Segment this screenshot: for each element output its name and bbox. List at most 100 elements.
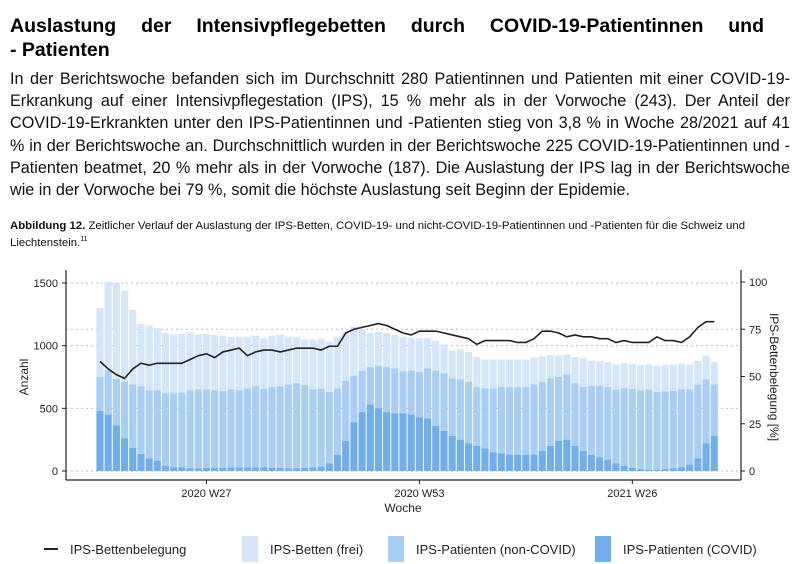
y2-tick-label: 25 bbox=[749, 419, 761, 431]
bar-covid bbox=[260, 467, 268, 471]
bar-free-beds bbox=[202, 333, 211, 390]
bar-free-beds bbox=[505, 359, 514, 388]
y2-tick-label: 0 bbox=[749, 466, 755, 478]
bar-non-covid bbox=[292, 383, 301, 469]
bar-non-covid bbox=[710, 384, 718, 436]
y-tick-label: 1500 bbox=[34, 278, 58, 290]
bar-free-beds bbox=[424, 338, 432, 369]
bar-covid bbox=[595, 457, 604, 471]
bar-free-beds bbox=[153, 328, 161, 391]
bar-covid bbox=[391, 413, 399, 471]
bar-covid bbox=[686, 464, 694, 471]
legend-swatch-covid bbox=[595, 536, 611, 562]
bar-non-covid bbox=[604, 387, 612, 460]
bar-covid bbox=[243, 467, 252, 471]
bar-non-covid bbox=[112, 378, 120, 426]
bar-free-beds bbox=[489, 359, 497, 389]
bar-non-covid bbox=[309, 389, 317, 468]
bar-covid bbox=[514, 454, 522, 471]
bar-non-covid bbox=[669, 390, 677, 469]
bar-non-covid bbox=[235, 390, 243, 468]
bar-free-beds bbox=[514, 359, 522, 388]
bar-stack-group bbox=[96, 281, 718, 471]
bar-covid bbox=[153, 460, 161, 471]
bar-non-covid bbox=[145, 390, 153, 459]
bar-covid bbox=[104, 414, 112, 471]
bar-free-beds bbox=[227, 336, 235, 390]
bar-covid bbox=[710, 435, 718, 471]
bar-covid bbox=[497, 453, 505, 471]
bar-non-covid bbox=[571, 383, 579, 446]
y-tick-label: 500 bbox=[40, 403, 58, 415]
y2-tick-label: 75 bbox=[749, 324, 761, 336]
bar-free-beds bbox=[186, 332, 194, 391]
bar-non-covid bbox=[424, 368, 432, 419]
bar-non-covid bbox=[317, 388, 325, 467]
bar-covid bbox=[268, 467, 276, 471]
bar-non-covid bbox=[333, 388, 342, 455]
bar-covid bbox=[235, 467, 243, 471]
bar-free-beds bbox=[342, 331, 350, 381]
legend-label-covid: IPS-Patienten (COVID) bbox=[623, 541, 757, 557]
bar-non-covid bbox=[276, 386, 284, 468]
bar-free-beds bbox=[669, 364, 677, 391]
bar-covid bbox=[399, 413, 407, 471]
bar-free-beds bbox=[555, 355, 563, 377]
bar-non-covid bbox=[399, 371, 407, 414]
bar-covid bbox=[645, 469, 653, 471]
bar-free-beds bbox=[636, 365, 645, 391]
bar-covid bbox=[661, 469, 669, 471]
bar-covid bbox=[194, 468, 202, 471]
bar-non-covid bbox=[96, 377, 104, 411]
bar-non-covid bbox=[415, 371, 424, 418]
icu-occupancy-chart: 0 500 1000 1500 0 25 50 75 100 2020 W27 2020 W53 20… bbox=[17, 270, 781, 515]
bar-covid bbox=[522, 454, 530, 471]
bar-non-covid bbox=[456, 379, 464, 440]
bar-non-covid bbox=[628, 388, 636, 468]
bar-free-beds bbox=[481, 359, 489, 389]
bar-free-beds bbox=[374, 331, 383, 366]
bar-covid bbox=[464, 443, 473, 471]
y2-tick-label: 50 bbox=[749, 372, 761, 384]
legend-label-noncovid: IPS-Patienten (non-COVID) bbox=[416, 541, 576, 557]
bar-covid bbox=[653, 469, 661, 471]
bar-covid bbox=[350, 422, 358, 471]
legend-label-free: IPS-Betten (frei) bbox=[270, 541, 364, 557]
bar-covid bbox=[424, 418, 432, 471]
bar-non-covid bbox=[538, 382, 546, 451]
bar-non-covid bbox=[489, 388, 497, 453]
bar-non-covid bbox=[587, 385, 595, 455]
bar-covid bbox=[636, 469, 645, 471]
bar-covid bbox=[694, 458, 702, 471]
bar-non-covid bbox=[227, 389, 235, 468]
bar-free-beds bbox=[252, 335, 260, 386]
bar-non-covid bbox=[579, 387, 587, 451]
bar-free-beds bbox=[686, 364, 694, 390]
bar-non-covid bbox=[514, 387, 522, 455]
occupancy-line-group bbox=[99, 320, 715, 380]
bar-covid bbox=[161, 465, 170, 471]
bar-free-beds bbox=[391, 335, 399, 369]
bar-free-beds bbox=[620, 363, 628, 389]
bar-non-covid bbox=[374, 365, 383, 409]
bar-non-covid bbox=[211, 390, 219, 468]
bar-covid bbox=[555, 440, 563, 471]
y-tick-label: 0 bbox=[52, 466, 58, 478]
bar-non-covid bbox=[661, 391, 669, 470]
bar-non-covid bbox=[620, 388, 628, 466]
bar-free-beds bbox=[366, 333, 374, 367]
bar-covid bbox=[620, 465, 628, 471]
bar-non-covid bbox=[694, 384, 702, 459]
bar-free-beds bbox=[546, 355, 555, 379]
bar-free-beds bbox=[137, 323, 145, 387]
bar-free-beds bbox=[120, 290, 129, 383]
bar-covid bbox=[145, 458, 153, 471]
bar-free-beds bbox=[522, 359, 530, 388]
figure-caption: Abbildung 12. Zeitlicher Verlauf der Aus… bbox=[10, 219, 795, 250]
section-heading: Auslastung der Intensivpflegebetten durc… bbox=[10, 15, 764, 37]
bar-covid bbox=[178, 467, 186, 471]
bar-free-beds bbox=[350, 326, 358, 376]
axes: 0 500 1000 1500 0 25 50 75 100 2020 W27 2020 W53 20… bbox=[34, 270, 767, 500]
bar-covid bbox=[317, 466, 325, 471]
bar-covid bbox=[120, 438, 129, 471]
